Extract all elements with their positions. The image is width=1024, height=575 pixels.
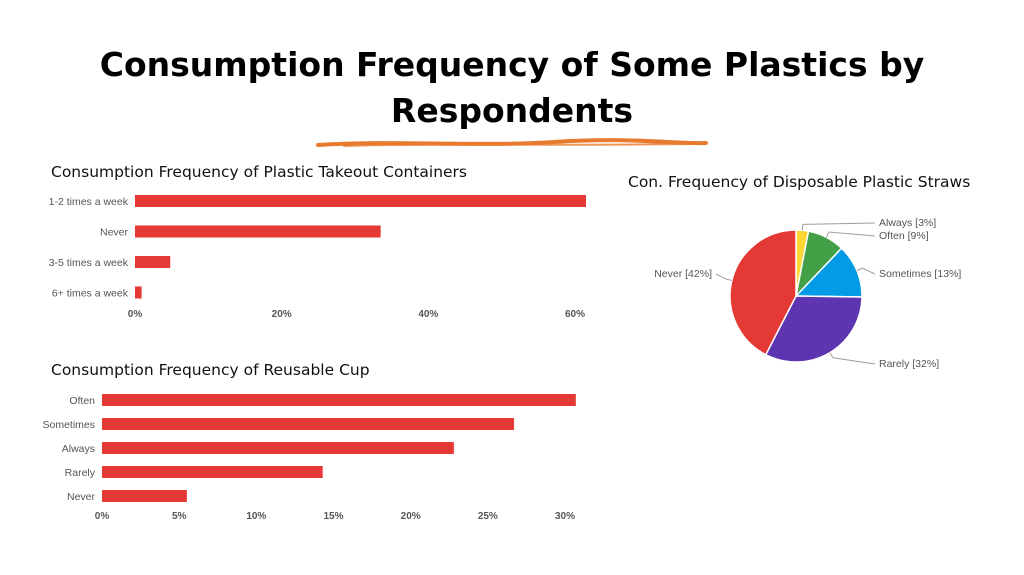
slide-title: Consumption Frequency of Some Plastics b… [99, 45, 925, 130]
category-label: Rarely [65, 467, 96, 479]
pie-leader-line [825, 231, 876, 238]
bar [135, 256, 171, 268]
tick-label: 15% [323, 511, 343, 522]
tick-label: 25% [478, 511, 498, 522]
category-label: 6+ times a week [52, 287, 129, 299]
tick-label: 20% [272, 309, 292, 320]
tick-label: 40% [418, 309, 438, 320]
cup-chart-title: Consumption Frequency of Reusable Cup [51, 361, 370, 379]
pie-slice [729, 229, 797, 356]
bar [102, 442, 454, 454]
tick-label: 30% [555, 511, 575, 522]
bar [135, 195, 586, 207]
category-label: Often [69, 395, 95, 407]
straws-chart-title: Con. Frequency of Disposable Plastic Str… [628, 173, 971, 191]
takeout-chart-title: Consumption Frequency of Plastic Takeout… [51, 163, 468, 181]
category-label: Always [62, 443, 95, 455]
category-label: 1-2 times a week [49, 196, 129, 208]
bar [102, 418, 515, 430]
pie-leader-line [829, 352, 876, 365]
pie-slice [794, 247, 863, 298]
tick-label: 5% [172, 511, 187, 522]
pie-label: Always [3%] [879, 217, 936, 229]
pie-leader-line [801, 222, 876, 231]
tick-label: 20% [401, 511, 421, 522]
pie-label: Never [42%] [654, 268, 712, 280]
tick-label: 0% [128, 309, 143, 320]
category-label: 3-5 times a week [49, 257, 129, 269]
pie-label: Rarely [32%] [879, 358, 939, 370]
pie-leader-line [715, 273, 732, 281]
bar [102, 394, 576, 406]
tick-label: 0% [95, 511, 110, 522]
pie-label: Sometimes [13%] [879, 268, 961, 280]
bar [102, 490, 187, 502]
category-label: Never [100, 226, 129, 238]
title-underline [316, 138, 708, 147]
bar [135, 225, 381, 238]
bar [135, 286, 142, 299]
tick-label: 60% [565, 309, 585, 320]
pie-leader-line [856, 267, 876, 275]
category-label: Never [67, 491, 96, 503]
bar [102, 466, 323, 478]
tick-label: 10% [246, 511, 266, 522]
pie-label: Often [9%] [879, 230, 929, 242]
category-label: Sometimes [42, 419, 95, 431]
